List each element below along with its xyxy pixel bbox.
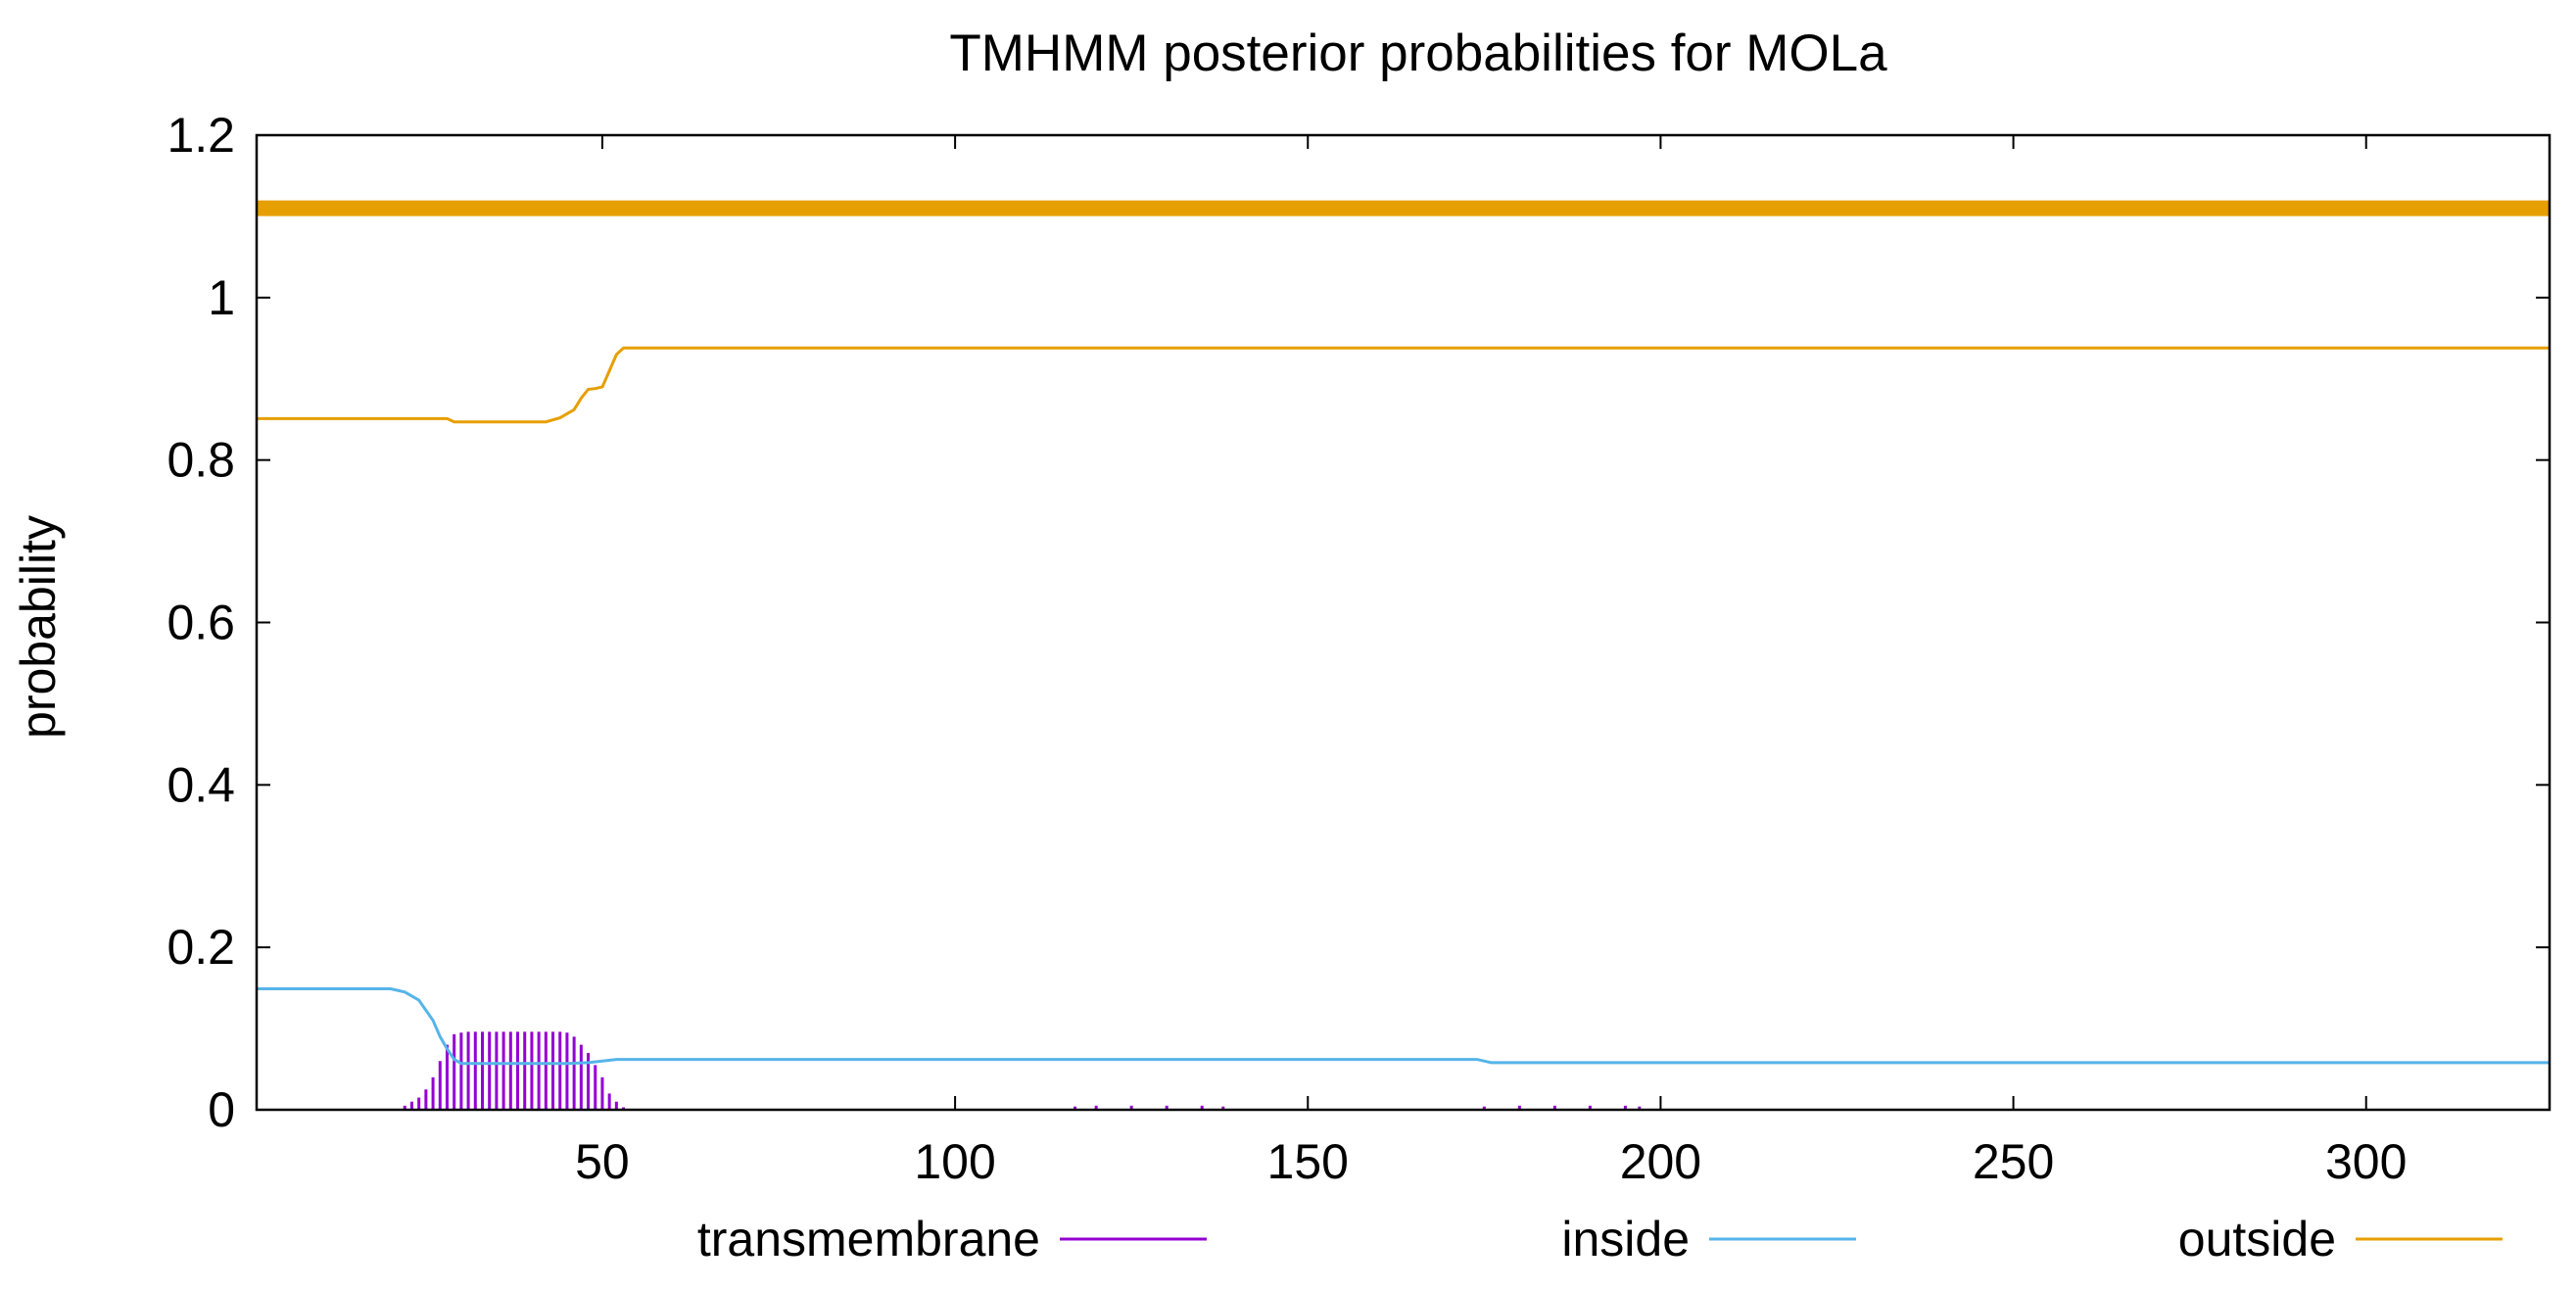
x-tick-label: 150 xyxy=(1267,1134,1349,1189)
legend-label-outside: outside xyxy=(2178,1212,2336,1266)
x-tick-label: 50 xyxy=(575,1134,630,1189)
plot-frame xyxy=(255,133,2552,1112)
series-inside xyxy=(257,987,2550,1066)
x-tick-label: 100 xyxy=(914,1134,995,1189)
y-axis-ticks: 0 0.2 0.4 0.6 0.8 1 1.2 xyxy=(167,108,2550,1137)
legend-label-transmembrane: transmembrane xyxy=(697,1212,1040,1266)
x-tick-label: 250 xyxy=(1973,1134,2054,1189)
legend: transmembrane inside outside xyxy=(697,1212,2503,1266)
y-tick-label: 0.6 xyxy=(167,596,235,650)
y-tick-label: 0.4 xyxy=(167,757,235,812)
series-outside xyxy=(257,346,2550,424)
plot-area xyxy=(257,200,2550,1110)
chart-title: TMHMM posterior probabilities for MOLa xyxy=(949,24,1887,82)
y-tick-label: 1.2 xyxy=(167,108,235,163)
y-tick-label: 0.2 xyxy=(167,920,235,975)
legend-label-inside: inside xyxy=(1561,1212,1690,1266)
x-tick-label: 300 xyxy=(2325,1134,2407,1189)
series-transmembrane xyxy=(403,1031,1642,1110)
y-tick-label: 0 xyxy=(208,1082,235,1137)
y-tick-label: 1 xyxy=(208,270,235,325)
x-axis-ticks: 50 100 150 200 250 300 xyxy=(575,135,2407,1189)
outside-line xyxy=(257,346,2550,424)
x-tick-label: 200 xyxy=(1620,1134,1701,1189)
y-tick-label: 0.8 xyxy=(167,433,235,488)
y-axis-label: probability xyxy=(11,515,66,739)
inside-line xyxy=(257,987,2550,1066)
